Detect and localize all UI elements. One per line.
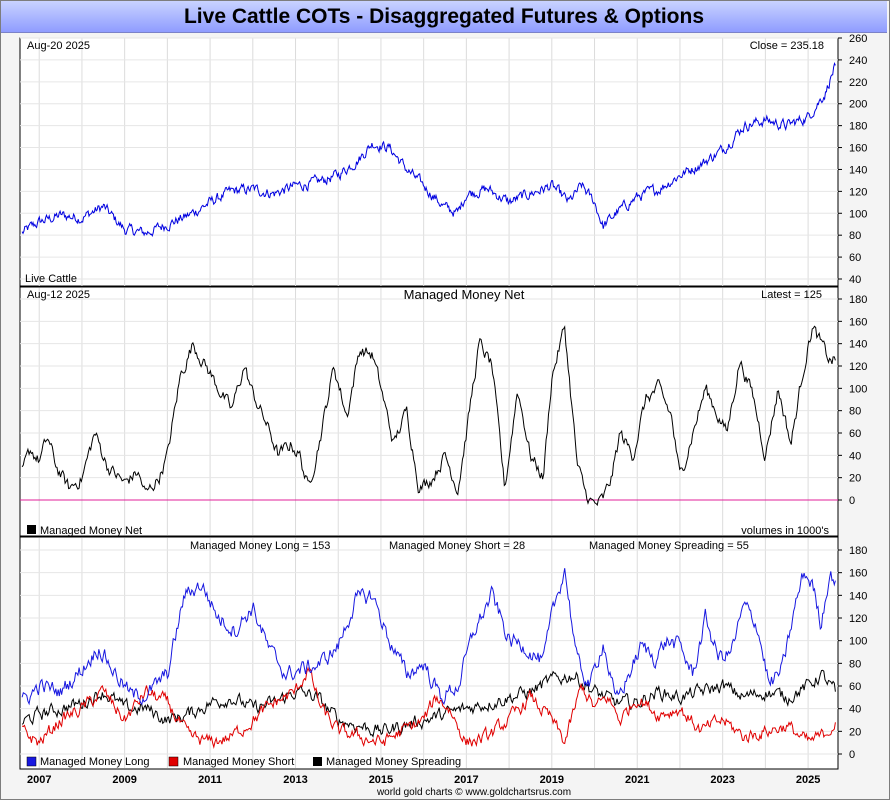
managed-money-net-panel [19, 286, 839, 537]
net-latest-label: Latest = 125 [761, 289, 822, 301]
x-tick-label: 2015 [369, 774, 393, 786]
short-legend-swatch [168, 756, 179, 767]
x-tick-label: 2011 [198, 774, 222, 786]
y-tick-label: 180 [849, 121, 867, 133]
x-tick-label: 2009 [112, 774, 136, 786]
net-legend-label: Managed Money Net [40, 525, 142, 537]
long-legend-label: Managed Money Long [40, 756, 149, 768]
y-tick-label: 220 [849, 77, 867, 89]
volumes-note: volumes in 1000's [741, 525, 829, 537]
y-tick-label: 160 [849, 143, 867, 155]
net-panel-title: Managed Money Net [404, 287, 525, 302]
short-legend-label: Managed Money Short [183, 756, 294, 768]
y-tick-label: 120 [849, 613, 867, 625]
net-date-label: Aug-12 2025 [27, 289, 90, 301]
x-tick-label: 2007 [27, 774, 51, 786]
y-tick-label: 0 [849, 749, 855, 761]
y-tick-label: 260 [849, 33, 867, 45]
managed-money-long-line [21, 568, 836, 706]
managed-money-short-line [21, 666, 836, 749]
y-tick-label: 80 [849, 230, 861, 242]
footer-credit: world gold charts © www.goldchartsrus.co… [376, 787, 571, 798]
managed-money-net-line [21, 325, 836, 507]
y-tick-label: 100 [849, 636, 867, 648]
x-tick-label: 2017 [454, 774, 478, 786]
y-tick-label: 80 [849, 406, 861, 418]
y-tick-label: 140 [849, 590, 867, 602]
y-tick-label: 20 [849, 473, 861, 485]
y-tick-label: 60 [849, 428, 861, 440]
x-tick-label: 2021 [625, 774, 649, 786]
y-tick-label: 160 [849, 316, 867, 328]
long-short-spreading-panel [19, 536, 839, 770]
price-series-label: Live Cattle [25, 273, 77, 285]
spreading-header-label: Managed Money Spreading = 55 [589, 540, 749, 552]
price-close-label: Close = 235.18 [750, 40, 824, 52]
y-tick-label: 100 [849, 383, 867, 395]
y-tick-label: 120 [849, 186, 867, 198]
short-header-label: Managed Money Short = 28 [389, 540, 525, 552]
spreading-legend-swatch [313, 757, 322, 766]
y-tick-label: 200 [849, 99, 867, 111]
net-legend-swatch [27, 525, 36, 534]
y-tick-label: 100 [849, 208, 867, 220]
y-tick-label: 160 [849, 568, 867, 580]
managed-money-spreading-line [21, 669, 836, 738]
page-title: Live Cattle COTs - Disaggregated Futures… [183, 4, 705, 28]
price-panel [19, 37, 839, 287]
y-tick-label: 40 [849, 274, 861, 286]
price-date-label: Aug-20 2025 [27, 40, 90, 52]
y-tick-label: 120 [849, 361, 867, 373]
long-legend-swatch [26, 756, 37, 767]
y-tick-label: 140 [849, 339, 867, 351]
y-tick-label: 20 [849, 726, 861, 738]
y-tick-label: 240 [849, 55, 867, 67]
x-tick-label: 2019 [540, 774, 564, 786]
y-tick-label: 80 [849, 658, 861, 670]
y-tick-label: 40 [849, 450, 861, 462]
y-tick-label: 140 [849, 164, 867, 176]
y-tick-label: 180 [849, 545, 867, 557]
y-tick-label: 40 [849, 704, 861, 716]
y-tick-label: 0 [849, 495, 855, 507]
y-tick-label: 60 [849, 252, 861, 264]
x-tick-label: 2025 [796, 774, 820, 786]
title-bar: Live Cattle COTs - Disaggregated Futures… [1, 1, 887, 33]
y-tick-label: 180 [849, 294, 867, 306]
long-header-label: Managed Money Long = 153 [190, 540, 330, 552]
spreading-legend-label: Managed Money Spreading [326, 756, 461, 768]
x-tick-label: 2013 [283, 774, 307, 786]
x-tick-label: 2023 [710, 774, 734, 786]
price-line [21, 62, 836, 238]
y-tick-label: 60 [849, 681, 861, 693]
